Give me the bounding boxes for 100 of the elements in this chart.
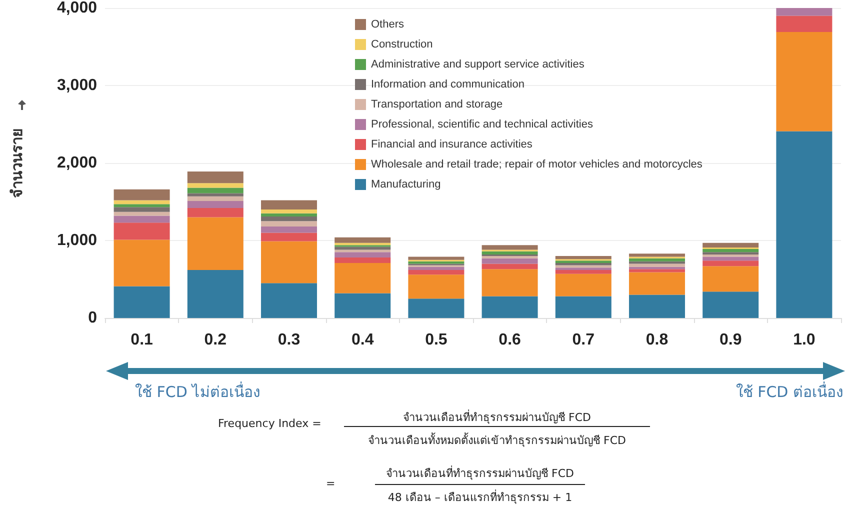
bar bbox=[334, 293, 391, 318]
bar bbox=[482, 245, 538, 250]
bar bbox=[776, 16, 832, 32]
bar bbox=[334, 252, 391, 258]
bar bbox=[629, 272, 685, 295]
bar bbox=[334, 246, 391, 250]
bar bbox=[555, 262, 612, 266]
bar bbox=[187, 270, 244, 318]
bar bbox=[629, 269, 685, 272]
y-tick-label: 2,000 bbox=[56, 154, 98, 172]
text: จำนวนเดือนที่ทำธุรกรรมผ่านบัญชี FCD bbox=[403, 408, 591, 426]
bar bbox=[555, 274, 612, 296]
y-axis-title: จำนวนราย bbox=[9, 128, 26, 198]
bar bbox=[187, 188, 244, 194]
bar bbox=[187, 183, 244, 188]
y-tick-label: 1,000 bbox=[56, 232, 98, 249]
bar bbox=[776, 32, 832, 132]
bar bbox=[261, 283, 317, 318]
bar bbox=[334, 258, 391, 263]
bar bbox=[261, 221, 317, 227]
bar bbox=[187, 172, 244, 184]
legend-label: Construction bbox=[371, 38, 433, 50]
bar bbox=[408, 270, 464, 275]
text: 48 เดือน – เดือนแรกที่ทำธุรกรรม + 1 bbox=[388, 488, 572, 506]
bar bbox=[629, 258, 685, 262]
bar bbox=[702, 254, 759, 257]
bar bbox=[114, 216, 170, 223]
bar bbox=[482, 269, 538, 296]
legend-label: Financial and insurance activities bbox=[371, 138, 533, 150]
legend-label: Wholesale and retail trade; repair of motor vehicles and motorcycles bbox=[371, 158, 703, 170]
bar bbox=[114, 286, 170, 318]
bar bbox=[702, 242, 759, 248]
bar bbox=[408, 256, 464, 260]
y-tick-label: 4,000 bbox=[56, 0, 98, 16]
bar bbox=[482, 258, 538, 264]
text: ใช้ FCD ไม่ต่อเนื่อง bbox=[135, 380, 260, 403]
bar bbox=[114, 240, 170, 286]
bar bbox=[114, 189, 170, 200]
legend-label: Others bbox=[371, 18, 405, 30]
text: จำนวนเดือนทั้งหมดตั้งแต่เข้าทำธุรกรรมผ่านบัญชี FCD bbox=[368, 432, 626, 449]
bar bbox=[187, 208, 244, 218]
bar bbox=[187, 196, 244, 201]
bar bbox=[114, 222, 170, 240]
x-tick-label: 0.8 bbox=[646, 332, 668, 348]
bar bbox=[629, 254, 685, 257]
bar bbox=[629, 264, 685, 267]
bar bbox=[555, 270, 612, 274]
x-tick-label: 0.6 bbox=[498, 332, 522, 348]
bar bbox=[261, 210, 317, 214]
bar bbox=[261, 226, 317, 233]
legend-label: Administrative and support service activities bbox=[371, 58, 585, 70]
bar bbox=[261, 232, 317, 242]
bar bbox=[482, 264, 538, 270]
bar bbox=[114, 207, 170, 212]
y-tick-label: 0 bbox=[88, 310, 98, 326]
bar bbox=[261, 216, 317, 222]
bar bbox=[408, 298, 464, 318]
y-tick-label: 3,000 bbox=[56, 77, 98, 94]
bar bbox=[629, 294, 685, 318]
bar bbox=[187, 200, 244, 208]
x-tick-label: 0.4 bbox=[351, 332, 374, 348]
x-tick-label: 0.7 bbox=[572, 332, 595, 348]
bar bbox=[555, 296, 612, 318]
bar bbox=[334, 262, 391, 294]
bar bbox=[114, 212, 170, 216]
text: = bbox=[326, 477, 336, 490]
legend-label: Professional, scientific and technical activities bbox=[371, 118, 594, 130]
legend-label: Information and communication bbox=[371, 78, 524, 90]
bar bbox=[555, 256, 612, 260]
x-tick-label: 0.2 bbox=[204, 332, 227, 348]
x-tick-label: 1.0 bbox=[793, 332, 816, 348]
bar bbox=[702, 266, 759, 292]
bar bbox=[629, 261, 685, 264]
bar bbox=[334, 237, 391, 243]
bar bbox=[702, 249, 759, 252]
bar bbox=[702, 256, 759, 261]
bar bbox=[187, 217, 244, 270]
x-tick-label: 0.5 bbox=[425, 332, 448, 348]
x-tick-label: 0.1 bbox=[130, 332, 154, 348]
bar bbox=[482, 251, 538, 254]
text: จำนวนเดือนที่ทำธุรกรรมผ่านบัญชี FCD bbox=[386, 464, 574, 482]
bar bbox=[776, 131, 832, 318]
legend-label: Manufacturing bbox=[371, 178, 441, 190]
text: ใช้ FCD ต่อเนื่อง bbox=[736, 380, 843, 403]
bar bbox=[408, 266, 464, 270]
bar bbox=[776, 8, 832, 16]
text: Frequency Index = bbox=[218, 417, 322, 430]
bar bbox=[482, 296, 538, 318]
bar bbox=[702, 260, 759, 266]
bar bbox=[114, 204, 170, 208]
x-tick-label: 0.9 bbox=[719, 332, 742, 348]
bar bbox=[187, 193, 244, 196]
bar bbox=[261, 200, 317, 210]
bar bbox=[261, 213, 317, 216]
bar bbox=[408, 274, 464, 299]
bar bbox=[114, 200, 170, 204]
bar bbox=[702, 292, 759, 318]
legend-label: Transportation and storage bbox=[371, 98, 503, 110]
bar bbox=[261, 241, 317, 284]
x-tick-label: 0.3 bbox=[278, 332, 300, 348]
